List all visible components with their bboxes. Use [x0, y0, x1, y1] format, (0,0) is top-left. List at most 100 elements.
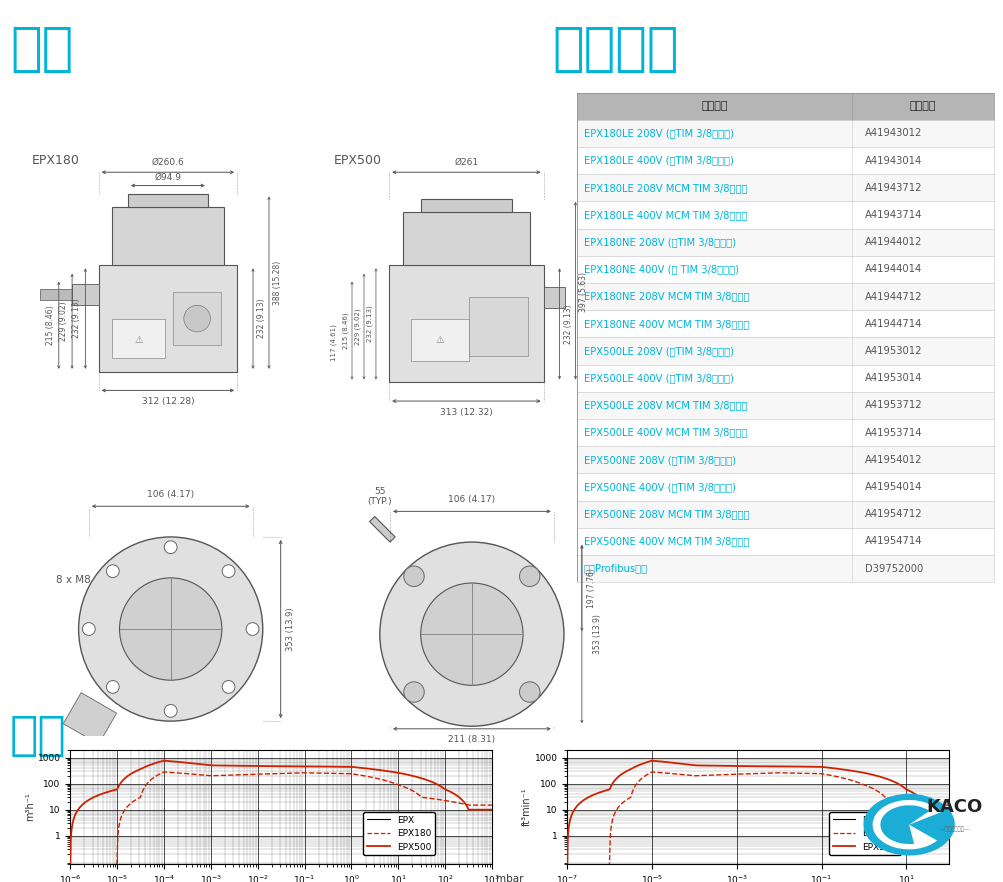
Text: A41944012: A41944012	[864, 237, 921, 247]
Text: EPX180NE 208V MCM TIM 3/8水接头: EPX180NE 208V MCM TIM 3/8水接头	[583, 292, 748, 302]
Bar	[577, 474, 993, 501]
Text: mbar: mbar	[495, 873, 524, 882]
Text: 353 (13.9): 353 (13.9)	[593, 614, 602, 654]
Text: EPX500: EPX500	[333, 153, 381, 167]
Wedge shape	[872, 800, 940, 849]
Bar	[112, 318, 165, 358]
Text: A41953712: A41953712	[864, 400, 922, 410]
Text: Ø261: Ø261	[454, 158, 478, 167]
Text: ⚠: ⚠	[134, 335, 142, 345]
Circle shape	[246, 623, 259, 635]
Text: EPX500NE 400V (无TIM 3/8水接头): EPX500NE 400V (无TIM 3/8水接头)	[583, 482, 734, 492]
Text: 353 (13.9): 353 (13.9)	[286, 607, 295, 651]
Bar	[577, 228, 993, 256]
Circle shape	[403, 566, 424, 587]
Text: A41954712: A41954712	[864, 509, 922, 519]
Text: A41954014: A41954014	[864, 482, 921, 492]
Text: 232 (9.13): 232 (9.13)	[257, 299, 266, 339]
Circle shape	[222, 681, 235, 693]
Bar	[577, 555, 993, 582]
Bar	[421, 198, 512, 213]
Text: 尺寸: 尺寸	[10, 23, 73, 74]
Text: —真空应用技术—: —真空应用技术—	[939, 826, 969, 832]
Bar	[577, 256, 993, 283]
Text: A41954012: A41954012	[864, 455, 922, 465]
Text: 性能: 性能	[10, 714, 67, 759]
Text: ⚠: ⚠	[435, 335, 443, 345]
Text: 232 (9.13): 232 (9.13)	[563, 304, 572, 344]
Legend: EPX, EPX180, EPX500: EPX, EPX180, EPX500	[363, 812, 434, 856]
Text: 229 (9.02): 229 (9.02)	[59, 302, 68, 341]
Bar	[577, 175, 993, 201]
Text: 197 (7.76): 197 (7.76)	[587, 568, 596, 608]
Circle shape	[519, 566, 540, 587]
Legend: EPX, EPX180, EPX500: EPX, EPX180, EPX500	[828, 812, 900, 856]
Text: EPX500NE 208V MCM TIM 3/8水接头: EPX500NE 208V MCM TIM 3/8水接头	[583, 509, 748, 519]
Circle shape	[78, 537, 263, 721]
Bar	[577, 201, 993, 228]
Circle shape	[164, 541, 177, 554]
Bar	[72, 284, 98, 305]
Bar	[402, 213, 530, 265]
Text: EPX180NE 400V (无 TIM 3/8水接头): EPX180NE 400V (无 TIM 3/8水接头)	[583, 265, 738, 274]
Bar	[577, 93, 993, 120]
Text: 55
(TYP.): 55 (TYP.)	[367, 487, 392, 506]
Bar	[577, 310, 993, 337]
Text: EPX500LE 208V MCM TIM 3/8水接头: EPX500LE 208V MCM TIM 3/8水接头	[583, 400, 746, 410]
Text: A41943012: A41943012	[864, 129, 921, 138]
Bar	[468, 297, 528, 355]
Text: A41953014: A41953014	[864, 373, 921, 383]
Text: EPX500NE 208V (无TIM 3/8水接头): EPX500NE 208V (无TIM 3/8水接头)	[583, 455, 735, 465]
Circle shape	[379, 542, 564, 726]
Wedge shape	[880, 805, 929, 844]
Text: A41953714: A41953714	[864, 428, 922, 437]
Bar	[577, 337, 993, 364]
Text: D39752000: D39752000	[864, 564, 922, 573]
Text: A41944712: A41944712	[864, 292, 922, 302]
Text: A41954714: A41954714	[864, 536, 922, 546]
Text: EPX180NE 208V (无TIM 3/8水接头): EPX180NE 208V (无TIM 3/8水接头)	[583, 237, 735, 247]
Text: 干泵Profibus模块: 干泵Profibus模块	[583, 564, 647, 573]
Text: EPX180LE 400V (无TIM 3/8水接头): EPX180LE 400V (无TIM 3/8水接头)	[583, 155, 733, 166]
Bar	[577, 283, 993, 310]
Text: 产品说明: 产品说明	[701, 101, 727, 111]
Bar	[543, 287, 565, 308]
Circle shape	[403, 682, 424, 702]
Text: EPX500LE 400V MCM TIM 3/8水接头: EPX500LE 400V MCM TIM 3/8水接头	[583, 428, 746, 437]
Polygon shape	[369, 517, 395, 542]
Circle shape	[420, 583, 523, 685]
Text: EPX500NE 400V MCM TIM 3/8水接头: EPX500NE 400V MCM TIM 3/8水接头	[583, 536, 748, 546]
Bar	[577, 364, 993, 392]
Text: Ø94.9: Ø94.9	[154, 173, 182, 182]
Y-axis label: m³h⁻¹: m³h⁻¹	[25, 793, 35, 821]
Bar	[410, 318, 468, 361]
Text: EPX180LE 400V MCM TIM 3/8水接头: EPX180LE 400V MCM TIM 3/8水接头	[583, 210, 746, 220]
Bar	[112, 207, 224, 265]
Bar	[577, 120, 993, 147]
Bar	[577, 147, 993, 175]
Bar	[577, 392, 993, 419]
Bar	[127, 193, 208, 207]
Text: 211 (8.31): 211 (8.31)	[448, 736, 494, 744]
Bar	[577, 527, 993, 555]
Text: 106 (4.17): 106 (4.17)	[147, 490, 194, 498]
Text: 订单编号: 订单编号	[909, 101, 936, 111]
Text: 232 (9.13): 232 (9.13)	[366, 305, 373, 342]
Text: Ø260.6: Ø260.6	[151, 158, 185, 167]
Circle shape	[106, 564, 119, 578]
Text: EPX500LE 208V (无TIM 3/8水接头): EPX500LE 208V (无TIM 3/8水接头)	[583, 346, 733, 356]
Text: EPX180: EPX180	[32, 153, 80, 167]
Text: EPX500LE 400V (无TIM 3/8水接头): EPX500LE 400V (无TIM 3/8水接头)	[583, 373, 733, 383]
Text: A41943712: A41943712	[864, 183, 922, 193]
Circle shape	[119, 578, 222, 680]
Y-axis label: ft³min⁻¹: ft³min⁻¹	[522, 788, 532, 826]
Text: A41953012: A41953012	[864, 346, 922, 356]
Text: 106 (4.17): 106 (4.17)	[448, 495, 494, 504]
Text: 312 (12.28): 312 (12.28)	[141, 397, 194, 406]
Text: A41944014: A41944014	[864, 265, 921, 274]
Bar	[577, 446, 993, 474]
Text: 313 (12.32): 313 (12.32)	[439, 407, 492, 416]
Bar	[174, 292, 221, 345]
Text: 388 (15.28): 388 (15.28)	[273, 260, 282, 305]
Bar	[577, 500, 993, 527]
